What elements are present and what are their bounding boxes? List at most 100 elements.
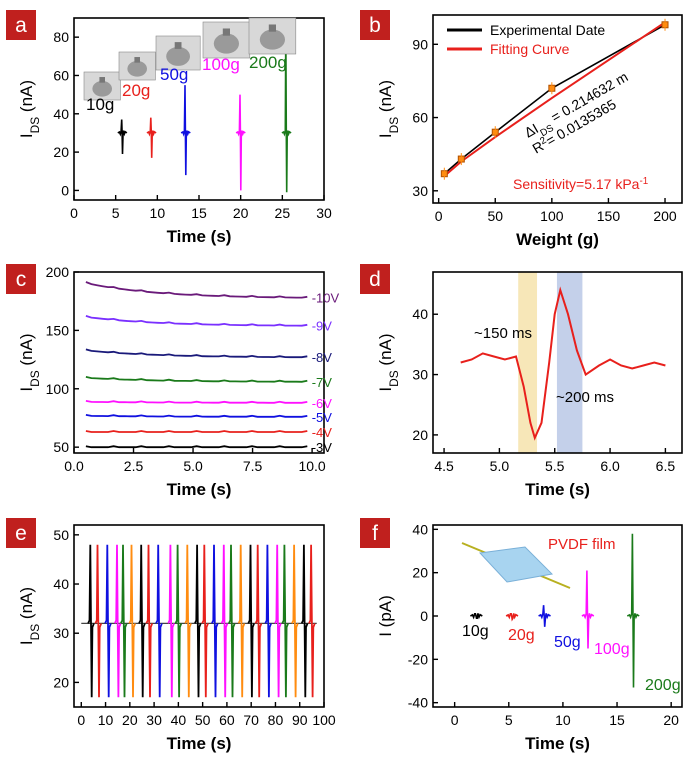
panel-badge-label: e <box>15 522 27 545</box>
pvdf-film-icon <box>478 546 554 583</box>
spike <box>167 544 175 698</box>
photo-100g-weight-icon <box>213 33 239 54</box>
spike <box>264 544 272 698</box>
series--10V <box>85 281 308 299</box>
x-axis-label: Time (s) <box>525 480 590 499</box>
label--5V: -5V <box>312 410 333 425</box>
series--5V <box>85 414 308 418</box>
sensitivity-text: Sensitivity=5.17 kPa-1 <box>513 176 648 193</box>
x-tick-label: 60 <box>219 712 235 728</box>
annotation-fall: ~200 ms <box>556 389 614 406</box>
label-10g: 10g <box>462 623 489 640</box>
spike <box>247 544 255 698</box>
y-tick-label: 0 <box>420 608 428 624</box>
spike <box>87 544 95 698</box>
series-20g <box>505 612 519 622</box>
label-50g: 50g <box>160 65 188 84</box>
legend-experimental: Experimental Date <box>490 22 605 38</box>
series-50g <box>180 85 191 176</box>
spike <box>201 544 209 698</box>
panel-badge <box>360 10 390 40</box>
label--3V: -3V <box>312 440 333 455</box>
y-tick-label: 80 <box>53 29 69 45</box>
y-tick-label: 30 <box>412 367 428 383</box>
series--6V <box>85 400 308 404</box>
photo-200g-weight-icon <box>259 29 285 50</box>
spike <box>184 544 192 698</box>
y-axis-label: IDS (nA) <box>376 333 401 391</box>
spike <box>155 544 163 698</box>
x-tick-label: 6.0 <box>600 458 620 474</box>
spike <box>308 544 316 698</box>
label-20g: 20g <box>122 81 150 100</box>
x-axis-label: Time (s) <box>167 227 232 246</box>
y-tick-label: 90 <box>412 36 428 52</box>
x-tick-label: 7.5 <box>243 458 263 474</box>
x-tick-label: 5 <box>112 205 120 221</box>
spike <box>300 544 309 698</box>
plot-frame <box>432 14 683 204</box>
panel-a: 0 5 10 15 20 25 30 0 20 40 60 80 Time (s) IDS (nA) 10g… <box>6 10 332 246</box>
x-axis-label: Time (s) <box>167 734 232 753</box>
y-tick-label: 40 <box>412 521 428 537</box>
y-tick-label: 60 <box>53 67 69 83</box>
x-tick-label: 15 <box>609 712 625 728</box>
panel-badge-label: a <box>15 14 27 37</box>
panel-d: 4.5 5.0 5.5 6.0 6.5 20 30 40 Time (s) IDS (nA) ~15… <box>360 264 683 499</box>
series-200g <box>626 533 640 688</box>
x-tick-label: 20 <box>233 205 249 221</box>
x-tick-label: 40 <box>171 712 187 728</box>
y-tick-label: 100 <box>46 381 70 397</box>
spike <box>174 544 183 698</box>
highlight-band <box>518 272 538 453</box>
x-tick-label: 5 <box>505 712 513 728</box>
series-50g <box>538 605 551 627</box>
x-tick-label: 90 <box>292 712 308 728</box>
photo-200g-weight-knob <box>268 24 276 32</box>
panel-badge <box>360 518 390 548</box>
label-100g: 100g <box>202 55 240 74</box>
label--9V: -9V <box>312 319 333 334</box>
label--7V: -7V <box>312 375 333 390</box>
spike <box>113 544 122 698</box>
panel-e: 0 10 20 30 40 50 60 70 80 90 100 20 30 40 50 Time (s) ID… <box>6 518 336 753</box>
panel-b: 0 50 100 150 200 30 60 90 Weight (g) IDS (nA) Expe… <box>360 10 683 249</box>
series--8V <box>85 348 308 359</box>
x-tick-label: 50 <box>487 208 503 224</box>
x-tick-label: 0 <box>435 208 443 224</box>
photo-10g-weight-icon <box>92 80 112 97</box>
x-tick-label: 70 <box>243 712 259 728</box>
photo-50g-weight-icon <box>166 46 191 66</box>
y-axis-label: IDS (nA) <box>17 587 42 645</box>
spike <box>128 544 137 698</box>
label--6V: -6V <box>312 396 333 411</box>
series-10g <box>117 119 128 155</box>
label-200g: 200g <box>249 53 287 72</box>
spike <box>104 544 112 698</box>
photo-100g-weight-knob <box>222 28 230 36</box>
panel-badge-label: f <box>372 522 378 545</box>
series--4V <box>85 430 308 433</box>
y-tick-label: -20 <box>408 651 428 667</box>
x-tick-label: 0 <box>77 712 85 728</box>
photo-20g-weight-icon <box>127 60 147 77</box>
panel-badge-label: d <box>369 268 381 291</box>
x-tick-label: 2.5 <box>124 458 144 474</box>
spike <box>138 544 146 698</box>
y-axis-label: IDS (nA) <box>17 80 42 138</box>
spike <box>194 544 202 698</box>
highlight-band <box>556 272 583 453</box>
y-axis-label: I (pA) <box>376 595 395 637</box>
photo-10g-weight-knob <box>99 77 105 83</box>
spike <box>145 544 154 698</box>
y-tick-label: 200 <box>46 264 70 280</box>
y-tick-label: 20 <box>412 565 428 581</box>
spike <box>228 544 236 698</box>
series--3V <box>85 445 308 449</box>
label--8V: -8V <box>312 350 333 365</box>
panel-badge-label: c <box>16 268 27 291</box>
x-tick-label: 5.5 <box>545 458 565 474</box>
x-axis-label: Time (s) <box>167 480 232 499</box>
y-tick-label: 40 <box>53 576 69 592</box>
series-response <box>460 286 666 441</box>
